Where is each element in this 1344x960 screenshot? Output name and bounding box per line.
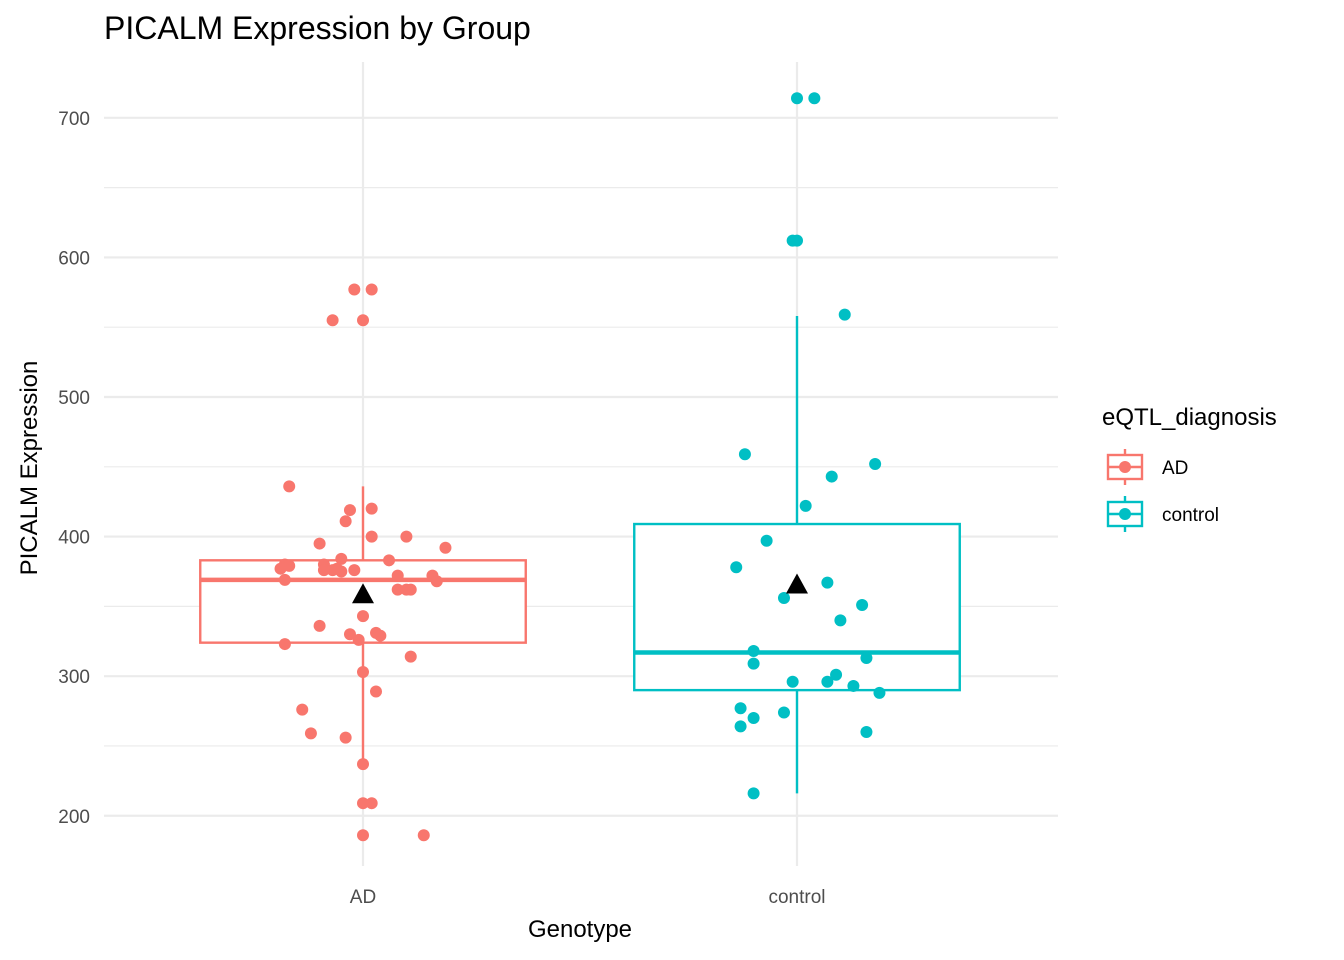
y-tick-label: 500 — [58, 388, 90, 409]
data-point — [357, 829, 369, 842]
mean-marker — [786, 573, 808, 594]
data-point — [339, 731, 352, 744]
data-point — [278, 573, 291, 586]
data-point — [365, 502, 378, 515]
data-point — [391, 569, 404, 582]
legend-entry-control: control — [1106, 496, 1219, 532]
data-point — [860, 652, 873, 665]
data-point — [400, 530, 413, 543]
legend-label: AD — [1162, 458, 1188, 479]
data-point — [404, 650, 417, 663]
data-point — [335, 565, 348, 578]
boxplots — [199, 316, 961, 794]
data-point — [391, 583, 404, 596]
data-point — [383, 554, 396, 567]
data-point — [278, 638, 291, 651]
data-point — [365, 530, 378, 543]
mean-marker — [352, 583, 374, 604]
y-axis-title: PICALM Expression — [16, 361, 43, 576]
mean-markers — [352, 573, 808, 604]
y-tick-label: 700 — [58, 109, 90, 130]
data-point — [357, 758, 369, 771]
legend-title: eQTL_diagnosis — [1102, 404, 1277, 431]
data-point — [847, 679, 860, 692]
data-point — [777, 706, 790, 719]
data-point — [274, 562, 287, 575]
data-point — [873, 686, 886, 699]
y-tick-label: 300 — [58, 667, 90, 688]
data-point — [365, 797, 378, 810]
legend: eQTL_diagnosis AD control — [1102, 404, 1277, 532]
legend-entry-ad: AD — [1106, 449, 1188, 485]
data-point — [821, 576, 834, 589]
data-point — [777, 592, 790, 604]
y-tick-label: 600 — [58, 248, 90, 269]
data-point — [747, 657, 760, 670]
data-point — [808, 92, 821, 105]
data-point — [352, 633, 365, 646]
boxplot-ad — [199, 486, 527, 765]
data-point — [821, 675, 834, 688]
y-tick-label: 400 — [58, 528, 90, 549]
data-point — [313, 537, 326, 550]
data-point — [374, 629, 387, 642]
data-point — [747, 787, 760, 800]
data-point — [296, 703, 309, 716]
data-point — [856, 598, 869, 611]
data-point — [830, 668, 843, 681]
data-point — [747, 645, 760, 658]
data-point — [747, 712, 760, 725]
data-point — [734, 702, 747, 715]
data-point — [738, 448, 751, 461]
data-point — [786, 675, 799, 688]
data-point — [799, 499, 812, 512]
x-axis-title: Genotype — [528, 916, 632, 943]
data-point — [335, 552, 348, 565]
data-point — [838, 308, 851, 321]
data-point — [304, 727, 317, 740]
data-point — [834, 614, 847, 627]
data-point — [439, 541, 452, 554]
data-point — [317, 564, 330, 577]
data-point — [734, 720, 747, 733]
data-point — [348, 564, 361, 577]
data-point — [430, 575, 443, 588]
data-point — [869, 458, 882, 470]
data-point — [348, 283, 361, 296]
data-point — [343, 628, 356, 641]
x-tick-label: control — [768, 887, 825, 908]
boxplot-control — [633, 316, 961, 794]
data-point — [343, 504, 356, 517]
data-point — [365, 283, 378, 296]
data-point — [339, 515, 352, 528]
data-point — [313, 619, 326, 632]
data-point — [357, 797, 369, 810]
legend-key-point — [1119, 461, 1131, 473]
data-point — [357, 314, 369, 327]
data-point — [417, 829, 430, 842]
data-point — [791, 92, 803, 105]
chart-title: PICALM Expression by Group — [104, 10, 531, 46]
data-point — [370, 685, 383, 698]
iqr-box — [633, 522, 961, 692]
legend-key-point — [1119, 508, 1131, 520]
x-axis-ticks: AD control — [350, 887, 826, 908]
data-point — [825, 470, 838, 483]
data-point — [283, 480, 296, 493]
x-tick-label: AD — [350, 887, 376, 908]
data-point — [400, 583, 413, 596]
legend-label: control — [1162, 505, 1219, 526]
y-tick-label: 200 — [58, 807, 90, 828]
data-point — [791, 234, 803, 247]
jitter-points — [274, 92, 886, 842]
data-point — [326, 314, 339, 327]
data-point — [357, 610, 369, 623]
data-point — [760, 534, 773, 547]
data-point — [860, 726, 873, 738]
y-axis-ticks: 200 300 400 500 600 700 — [58, 109, 90, 828]
data-point — [730, 561, 743, 574]
data-point — [357, 665, 369, 678]
